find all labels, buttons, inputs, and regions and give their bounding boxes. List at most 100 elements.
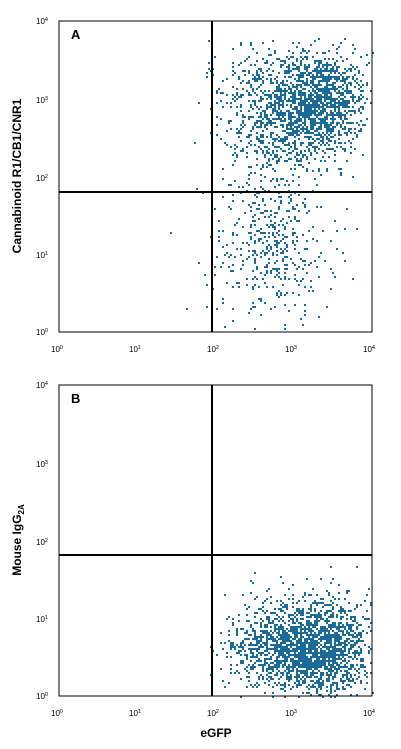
scatter-point — [312, 588, 314, 590]
scatter-point — [352, 278, 354, 280]
scatter-point — [294, 676, 296, 678]
scatter-point — [242, 662, 244, 664]
scatter-point — [316, 240, 318, 242]
scatter-point — [296, 68, 298, 70]
scatter-point — [276, 146, 278, 148]
scatter-point — [268, 618, 270, 620]
scatter-point — [310, 92, 312, 94]
scatter-point — [326, 590, 328, 592]
scatter-point — [296, 122, 298, 124]
scatter-point — [260, 124, 262, 126]
scatter-point — [288, 66, 290, 68]
scatter-point — [242, 646, 244, 648]
scatter-point — [264, 146, 266, 148]
scatter-point — [292, 132, 294, 134]
scatter-point — [214, 266, 216, 268]
scatter-point — [300, 644, 302, 646]
scatter-point — [348, 650, 350, 652]
scatter-point — [274, 126, 276, 128]
scatter-point — [252, 128, 254, 130]
scatter-point — [280, 196, 282, 198]
scatter-point — [360, 624, 362, 626]
scatter-point — [242, 70, 244, 72]
scatter-point — [250, 144, 252, 146]
scatter-point — [280, 650, 282, 652]
scatter-point — [268, 48, 270, 50]
scatter-point — [252, 648, 254, 650]
scatter-point — [256, 254, 258, 256]
scatter-point — [298, 674, 300, 676]
scatter-point — [262, 670, 264, 672]
scatter-point — [286, 658, 288, 660]
scatter-point — [342, 624, 344, 626]
scatter-point — [288, 278, 290, 280]
scatter-point — [264, 252, 266, 254]
scatter-point — [300, 672, 302, 674]
scatter-point — [264, 274, 266, 276]
scatter-point — [268, 588, 270, 590]
scatter-point — [324, 118, 326, 120]
scatter-point — [302, 142, 304, 144]
scatter-point — [308, 668, 310, 670]
scatter-point — [310, 144, 312, 146]
scatter-point — [300, 62, 302, 64]
scatter-point — [268, 652, 270, 654]
scatter-point — [284, 634, 286, 636]
scatter-point — [256, 126, 258, 128]
scatter-point — [324, 104, 326, 106]
scatter-point — [310, 624, 312, 626]
scatter-point — [288, 598, 290, 600]
scatter-point — [248, 244, 250, 246]
scatter-point — [336, 650, 338, 652]
scatter-point — [284, 662, 286, 664]
scatter-point — [254, 220, 256, 222]
scatter-point — [328, 668, 330, 670]
scatter-point — [272, 142, 274, 144]
scatter-point — [300, 658, 302, 660]
scatter-point — [302, 102, 304, 104]
scatter-point — [352, 644, 354, 646]
scatter-point — [280, 644, 282, 646]
scatter-point — [302, 612, 304, 614]
scatter-point — [316, 92, 318, 94]
scatter-point — [278, 86, 280, 88]
scatter-point — [334, 76, 336, 78]
scatter-point — [308, 664, 310, 666]
scatter-point — [350, 110, 352, 112]
scatter-point — [344, 132, 346, 134]
scatter-point — [284, 76, 286, 78]
scatter-point — [366, 594, 368, 596]
scatter-point — [332, 116, 334, 118]
scatter-point — [334, 110, 336, 112]
scatter-point — [266, 638, 268, 640]
scatter-point — [258, 138, 260, 140]
scatter-point — [274, 222, 276, 224]
scatter-point — [254, 666, 256, 668]
scatter-point — [354, 616, 356, 618]
scatter-point — [256, 650, 258, 652]
scatter-point — [358, 672, 360, 674]
scatter-point — [264, 632, 266, 634]
scatter-point — [310, 648, 312, 650]
scatter-point — [270, 132, 272, 134]
scatter-point — [298, 120, 300, 122]
scatter-point — [276, 672, 278, 674]
scatter-point — [238, 64, 240, 66]
scatter-point — [258, 120, 260, 122]
scatter-point — [310, 76, 312, 78]
scatter-point — [282, 60, 284, 62]
scatter-point — [306, 648, 308, 650]
scatter-point — [326, 148, 328, 150]
scatter-point — [324, 126, 326, 128]
scatter-point — [336, 112, 338, 114]
scatter-point — [360, 680, 362, 682]
scatter-point — [330, 124, 332, 126]
scatter-point — [260, 122, 262, 124]
scatter-point — [280, 624, 282, 626]
scatter-point — [276, 212, 278, 214]
scatter-point — [332, 148, 334, 150]
scatter-point — [290, 116, 292, 118]
scatter-point — [316, 604, 318, 606]
scatter-point — [288, 648, 290, 650]
scatter-point — [278, 118, 280, 120]
